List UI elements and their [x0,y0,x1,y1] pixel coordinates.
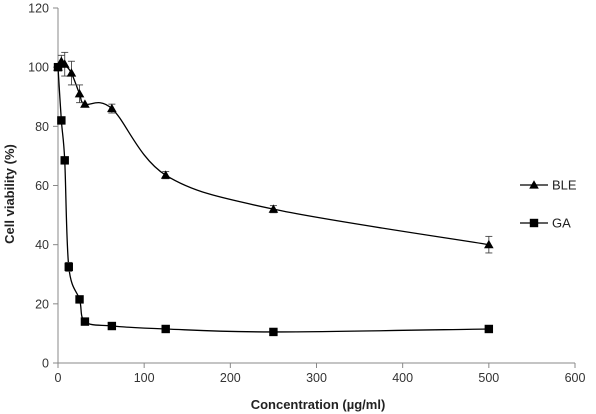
legend-label: GA [552,216,571,231]
y-tick-label: 40 [35,238,49,252]
data-point [74,88,85,98]
data-point [53,62,63,72]
x-tick-label: 400 [392,371,413,385]
legend-marker [529,180,539,189]
x-tick-label: 600 [565,371,586,385]
y-tick-label: 120 [28,2,49,16]
series-line [57,60,489,246]
data-point [161,324,170,334]
x-tick-label: 0 [55,371,62,385]
data-point [66,68,77,77]
data-point [75,295,84,304]
y-tick-label: 0 [42,357,49,371]
data-point [160,170,171,179]
data-point [484,239,494,249]
series-ga [53,62,494,337]
x-axis-title: Concentration (µg/ml) [251,397,386,412]
data-point [59,59,70,68]
x-tick-label: 300 [306,371,327,385]
data-point [484,324,494,334]
x-tick-label: 500 [478,371,499,385]
data-point [268,204,279,213]
series-ble [53,51,494,254]
data-point [64,262,73,272]
series-line [57,67,489,333]
y-axis-title: Cell viability (%) [2,144,17,244]
series-layer [53,51,494,337]
y-tick-label: 100 [28,61,49,75]
legend-label: BLE [552,178,577,193]
legend: BLE GA [520,178,577,231]
x-tick-label: 100 [134,371,155,385]
legend-item: GA [520,216,571,231]
x-tick-label: 200 [220,371,241,385]
data-point [60,156,69,165]
axes: 0 100 200 300 400 500 600 0 20 40 60 80 100 120 [28,2,585,386]
legend-marker [529,218,539,228]
data-point [107,321,117,331]
y-tick-label: 60 [35,179,49,193]
data-point [107,103,117,113]
legend-item: BLE [520,178,577,193]
y-tick-label: 20 [35,297,49,311]
data-point [57,116,66,125]
data-point [269,327,278,337]
data-point [80,99,90,108]
y-tick-label: 80 [35,120,49,134]
data-point [80,317,90,326]
